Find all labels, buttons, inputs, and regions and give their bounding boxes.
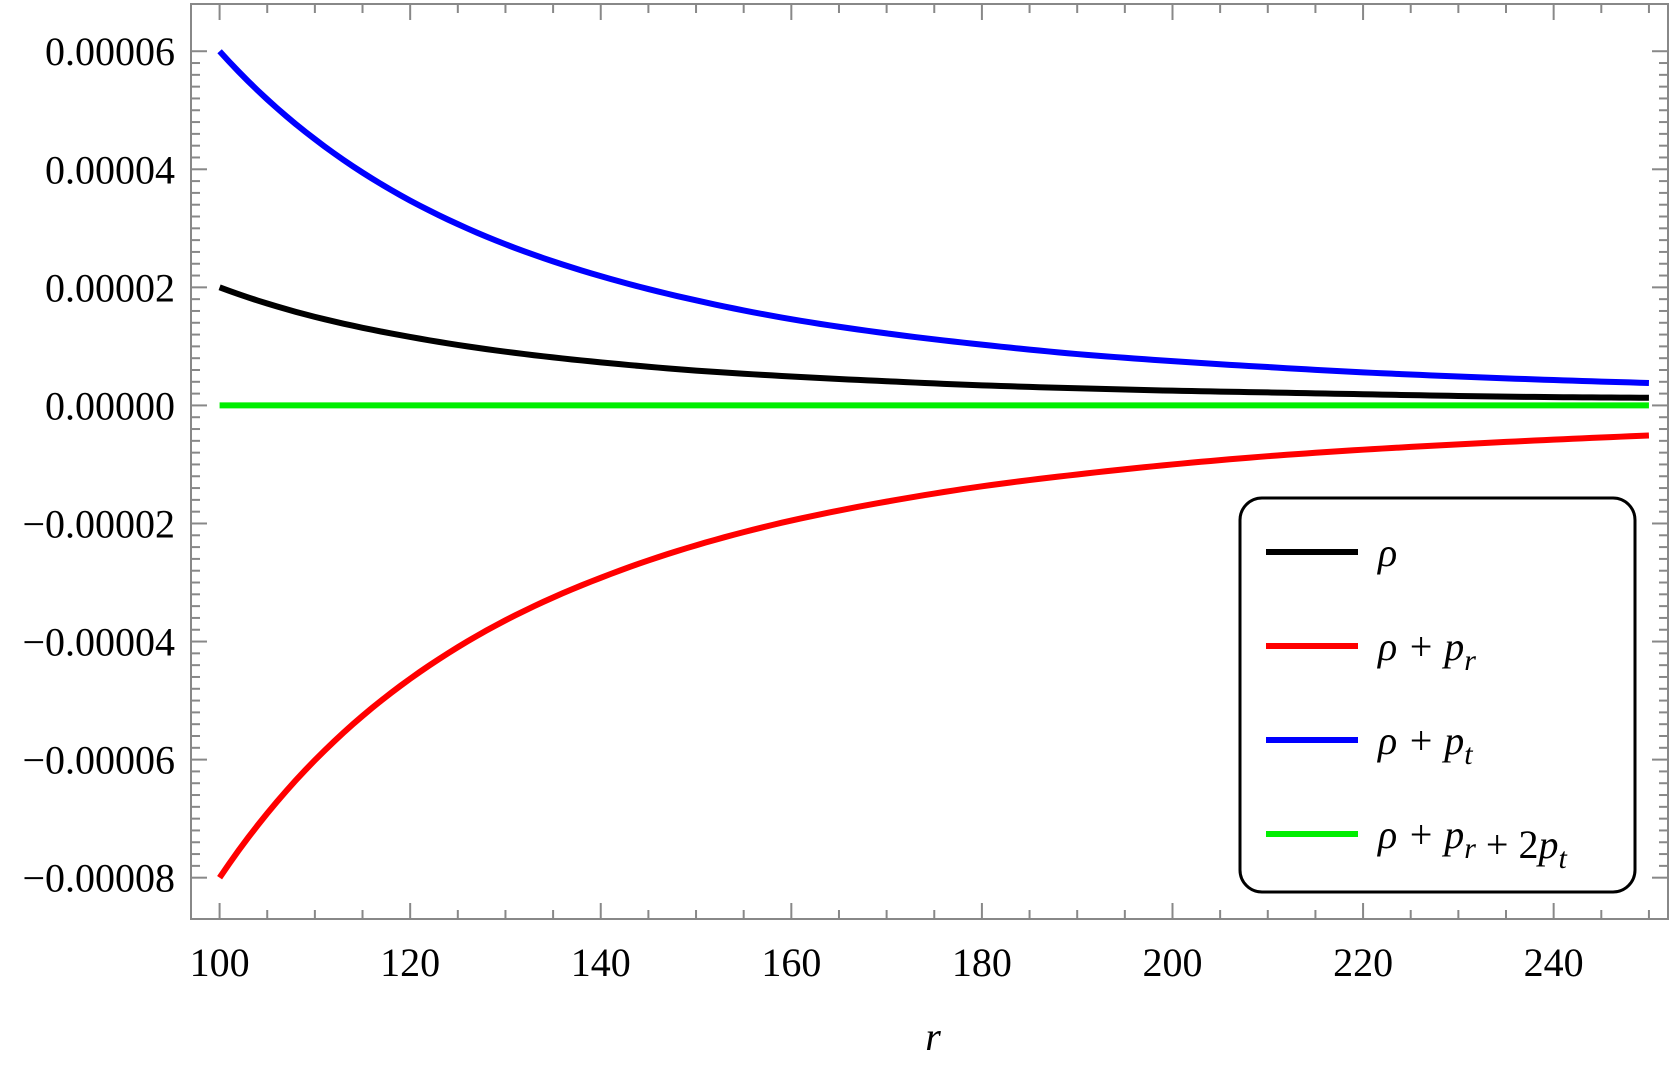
- legend-label-3: ρ + pr + 2pt: [1376, 812, 1567, 875]
- y-tick-label: 0.00002: [45, 265, 175, 310]
- series-line-1: [217, 432, 1650, 880]
- x-tick-label: 100: [190, 940, 250, 985]
- x-axis-title: r: [925, 1014, 941, 1059]
- plot-frame: [190, 3, 1669, 920]
- y-tick-label: 0.00004: [45, 147, 175, 192]
- x-tick-label: 140: [571, 940, 631, 985]
- x-tick-label: 180: [952, 940, 1012, 985]
- series-line-2: [217, 49, 1650, 386]
- x-tick-label: 160: [761, 940, 821, 985]
- legend-label-1: ρ + pr: [1376, 624, 1476, 677]
- tick-labels: 100 120 140 160 180 200 220 240 0.00006 0.00004 0.…: [22, 29, 1583, 985]
- legend: ρ ρ + pr ρ + pt ρ + pr + 2pt: [1238, 496, 1637, 894]
- y-tick-label: −0.00004: [22, 620, 175, 665]
- y-tick-label: 0.00006: [45, 29, 175, 74]
- x-tick-label: 200: [1142, 940, 1202, 985]
- legend-label-2: ρ + pt: [1376, 718, 1473, 771]
- ticks: [191, 4, 1668, 919]
- y-tick-label: 0.00000: [45, 383, 175, 428]
- x-tick-label: 120: [380, 940, 440, 985]
- series-line-0: [218, 284, 1649, 401]
- series: [217, 49, 1650, 880]
- y-tick-label: −0.00002: [22, 501, 175, 546]
- y-tick-label: −0.00006: [22, 738, 175, 783]
- x-tick-label: 240: [1524, 940, 1584, 985]
- legend-box: [1238, 496, 1637, 894]
- legend-label-0: ρ: [1376, 530, 1397, 575]
- y-tick-label: −0.00008: [22, 856, 175, 901]
- x-tick-label: 220: [1333, 940, 1393, 985]
